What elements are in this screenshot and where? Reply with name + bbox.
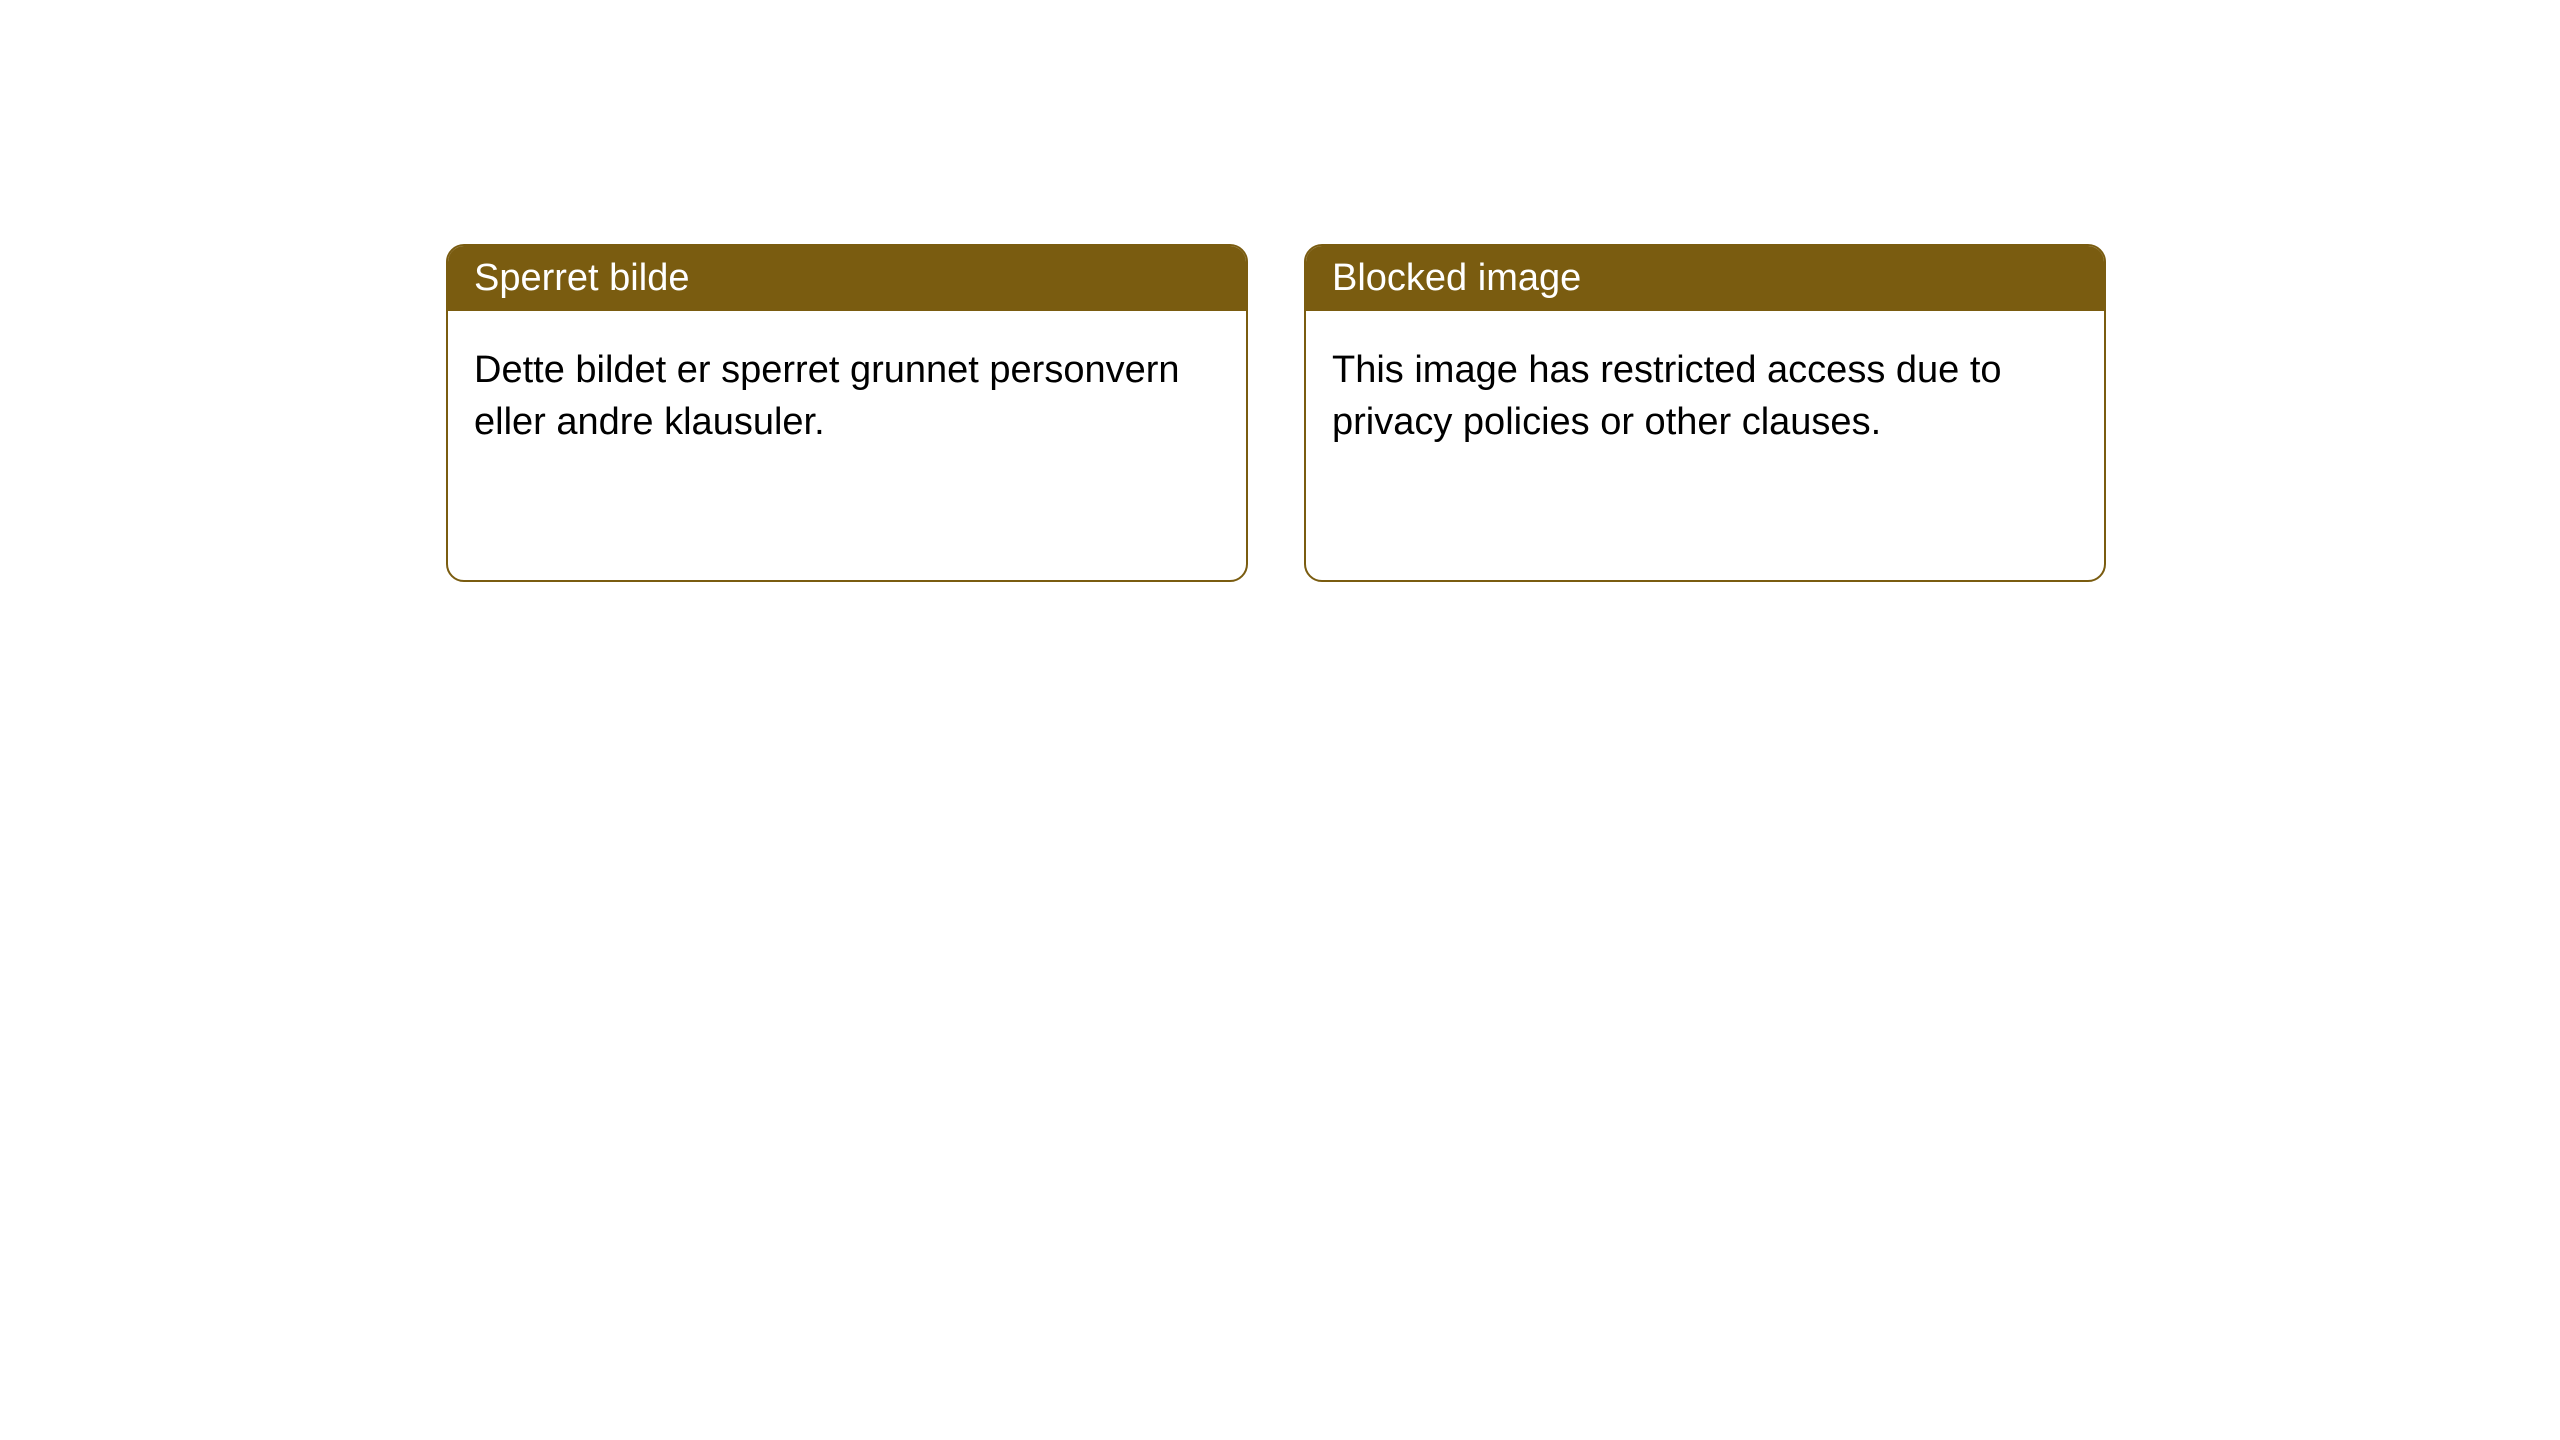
- notice-box-english: Blocked image This image has restricted …: [1304, 244, 2106, 582]
- notice-body: This image has restricted access due to …: [1306, 311, 2104, 482]
- notice-header: Sperret bilde: [448, 246, 1246, 311]
- notice-title: Sperret bilde: [474, 257, 689, 299]
- notice-container: Sperret bilde Dette bildet er sperret gr…: [0, 0, 2560, 582]
- notice-message: This image has restricted access due to …: [1332, 349, 2002, 442]
- notice-message: Dette bildet er sperret grunnet personve…: [474, 349, 1180, 442]
- notice-body: Dette bildet er sperret grunnet personve…: [448, 311, 1246, 482]
- notice-box-norwegian: Sperret bilde Dette bildet er sperret gr…: [446, 244, 1248, 582]
- notice-title: Blocked image: [1332, 257, 1581, 299]
- notice-header: Blocked image: [1306, 246, 2104, 311]
